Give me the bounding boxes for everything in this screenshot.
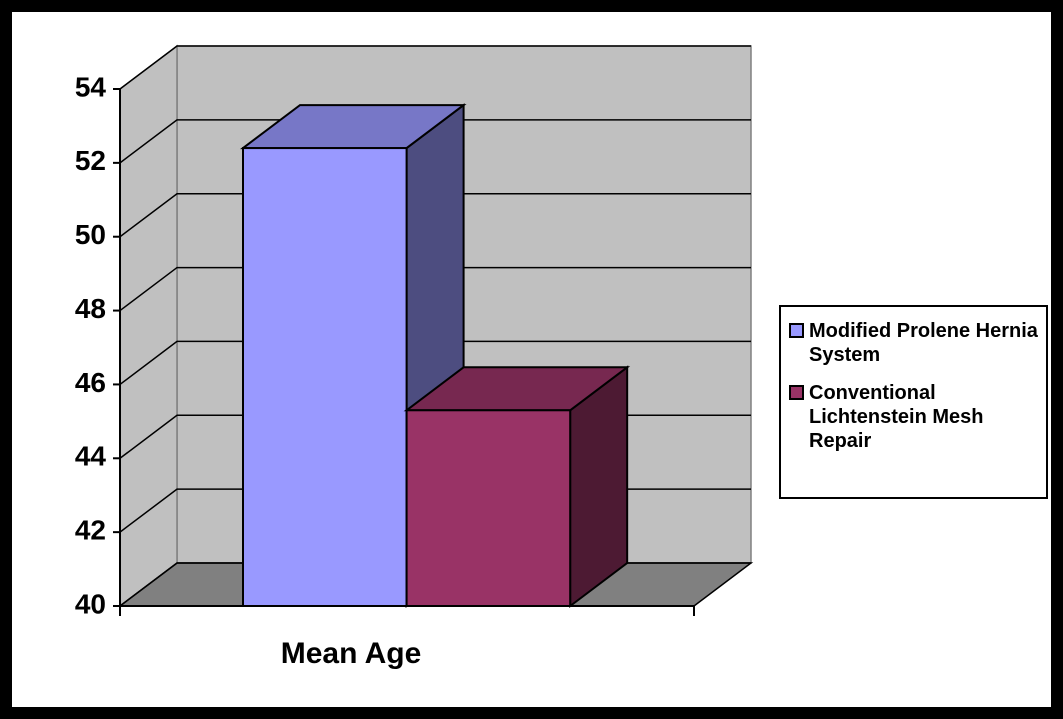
bar (242, 147, 408, 607)
grid-line (119, 192, 751, 238)
grid-line (119, 266, 751, 312)
grid-line (119, 340, 751, 386)
legend-label: Conventional Lichtenstein Mesh Repair (809, 382, 984, 452)
legend-item: Conventional Lichtenstein Mesh Repair (789, 381, 1040, 453)
grid-line (119, 119, 751, 164)
side-wall (119, 44, 178, 608)
y-tick-label: 54 (75, 71, 107, 102)
y-tick-label: 44 (75, 441, 107, 472)
legend-swatch (789, 385, 804, 400)
grid-line (119, 45, 751, 90)
y-tick-label: 52 (75, 145, 106, 176)
legend-label: Modified Prolene Hernia System (809, 320, 1038, 366)
y-tick-label: 40 (75, 588, 106, 619)
y-tick-label: 46 (75, 367, 106, 398)
y-tick-label: 48 (75, 293, 106, 324)
bar (405, 409, 572, 607)
x-tick-label: Mean Age (281, 637, 422, 670)
y-tick-label: 50 (75, 219, 106, 250)
legend: Modified Prolene Hernia System Convention… (779, 305, 1048, 499)
legend-swatch (789, 323, 804, 338)
y-tick-label: 42 (75, 515, 106, 546)
legend-item: Modified Prolene Hernia System (789, 319, 1040, 367)
